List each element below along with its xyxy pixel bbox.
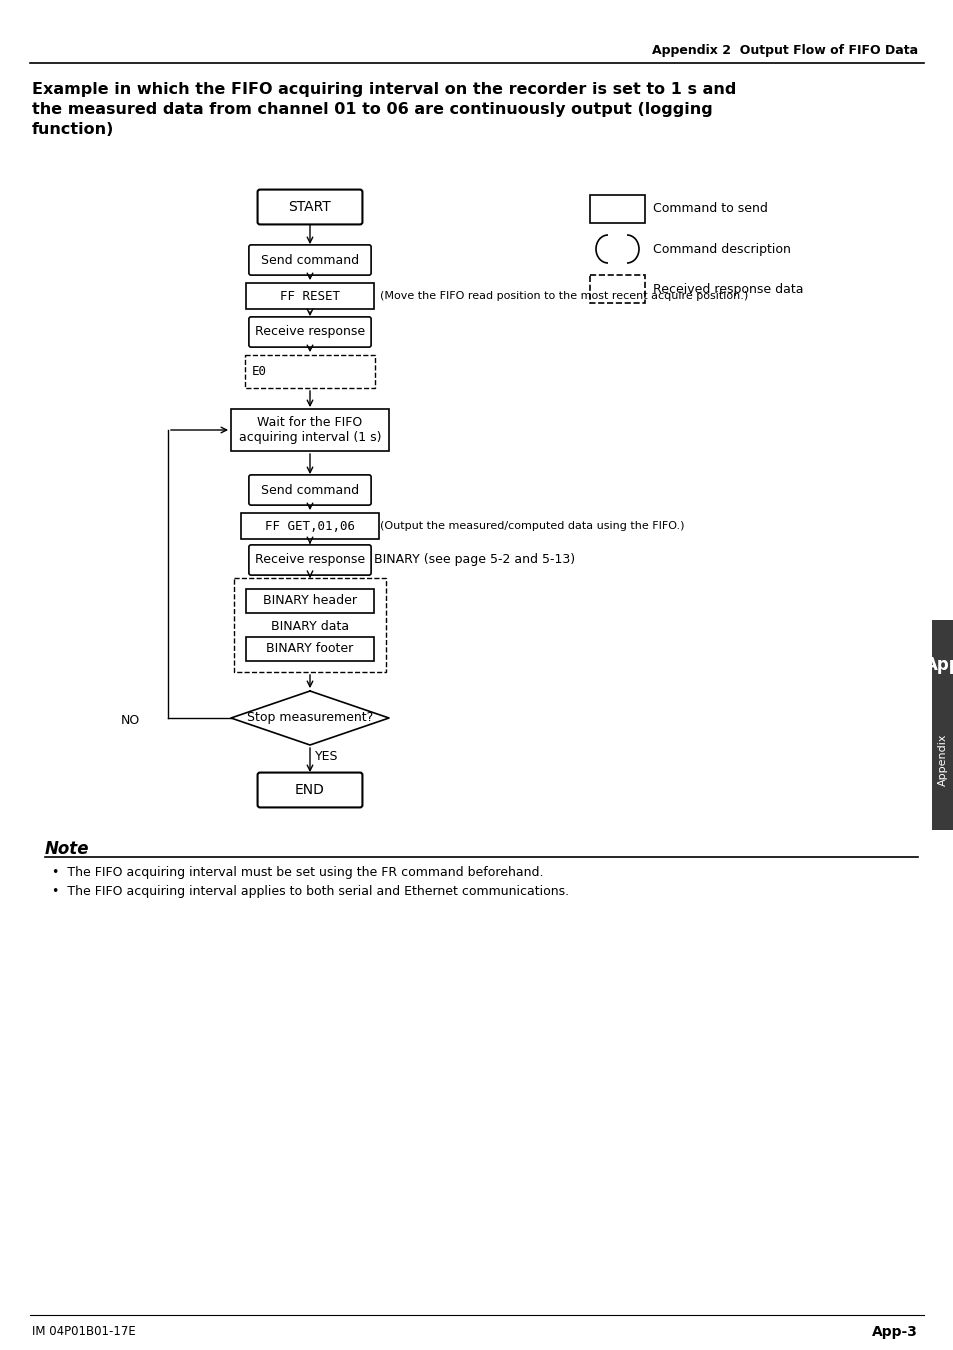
Text: (Output the measured/computed data using the FIFO.): (Output the measured/computed data using… (379, 521, 684, 531)
Text: •  The FIFO acquiring interval must be set using the FR command beforehand.: • The FIFO acquiring interval must be se… (52, 865, 543, 879)
Text: NO: NO (121, 714, 140, 726)
Text: START: START (289, 200, 331, 215)
Text: BINARY footer: BINARY footer (266, 643, 354, 656)
Text: Received response data: Received response data (652, 282, 802, 296)
Text: E0: E0 (252, 364, 267, 378)
Bar (246, 589, 374, 613)
Text: Receive response: Receive response (254, 325, 365, 339)
Text: Example in which the FIFO acquiring interval on the recorder is set to 1 s and: Example in which the FIFO acquiring inte… (32, 82, 736, 97)
FancyBboxPatch shape (249, 317, 371, 347)
Bar (231, 409, 389, 451)
Text: Appendix 2  Output Flow of FIFO Data: Appendix 2 Output Flow of FIFO Data (651, 45, 917, 57)
Text: Stop measurement?: Stop measurement? (247, 711, 373, 725)
Text: YES: YES (314, 751, 338, 763)
Text: the measured data from channel 01 to 06 are continuously output (logging: the measured data from channel 01 to 06 … (32, 103, 712, 117)
Bar (245, 355, 375, 387)
Text: BINARY data: BINARY data (271, 620, 349, 633)
Bar (233, 578, 386, 672)
Text: •  The FIFO acquiring interval applies to both serial and Ethernet communication: • The FIFO acquiring interval applies to… (52, 886, 569, 898)
Text: FF RESET: FF RESET (280, 289, 339, 302)
FancyBboxPatch shape (249, 475, 371, 505)
FancyBboxPatch shape (249, 545, 371, 575)
Bar (246, 637, 374, 662)
Text: Command description: Command description (652, 243, 790, 255)
Text: Send command: Send command (261, 254, 358, 266)
Text: Command to send: Command to send (652, 202, 767, 216)
Text: FF GET,01,06: FF GET,01,06 (265, 520, 355, 532)
Text: function): function) (32, 122, 114, 136)
Text: BINARY (see page 5-2 and 5-13): BINARY (see page 5-2 and 5-13) (374, 554, 575, 567)
Bar (246, 284, 374, 309)
Text: (Move the FIFO read position to the most recent acquire position.): (Move the FIFO read position to the most… (379, 292, 747, 301)
Text: BINARY header: BINARY header (263, 594, 356, 608)
Polygon shape (231, 691, 389, 745)
Text: IM 04P01B01-17E: IM 04P01B01-17E (32, 1324, 135, 1338)
Text: App-3: App-3 (871, 1324, 917, 1339)
Bar (589, 275, 644, 302)
FancyBboxPatch shape (257, 189, 362, 224)
Text: Note: Note (45, 840, 90, 859)
Text: END: END (294, 783, 325, 796)
Text: Send command: Send command (261, 483, 358, 497)
Text: App: App (923, 656, 953, 674)
Text: Wait for the FIFO
acquiring interval (1 s): Wait for the FIFO acquiring interval (1 … (238, 416, 381, 444)
FancyBboxPatch shape (257, 772, 362, 807)
Bar (241, 513, 378, 539)
FancyBboxPatch shape (249, 244, 371, 275)
Bar (931, 620, 953, 830)
Text: Appendix: Appendix (937, 734, 947, 786)
Bar (589, 194, 644, 223)
Text: Receive response: Receive response (254, 554, 365, 567)
